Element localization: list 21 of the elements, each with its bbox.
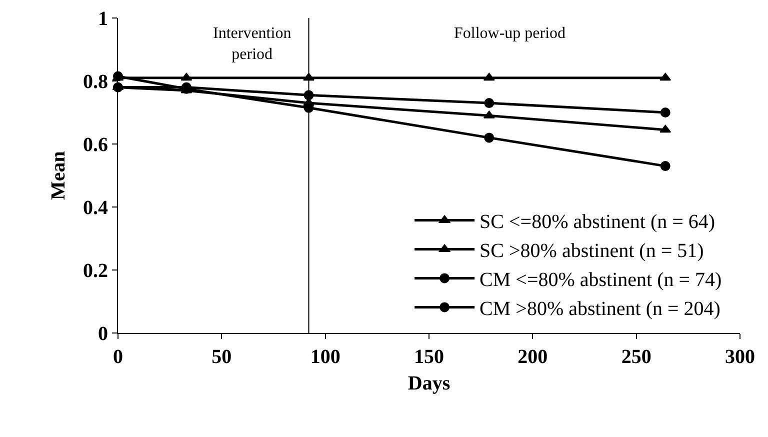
y-tick-label: 1 [98,8,108,30]
annotation: Follow-up period [454,25,566,42]
legend-label: CM <=80% abstinent (n = 74) [480,269,722,291]
x-tick-label: 0 [113,346,123,368]
y-tick-label: 0.8 [83,71,108,93]
legend-label: CM >80% abstinent (n = 204) [480,298,720,320]
x-tick-label: 150 [414,346,444,368]
y-axis-title: Mean [48,151,70,200]
x-tick-label: 100 [310,346,340,368]
annotation: Intervention period [213,25,292,63]
x-tick-label: 300 [725,346,755,368]
x-axis-title: Days [408,372,450,394]
legend-label: SC >80% abstinent (n = 51) [480,240,704,262]
y-tick-label: 0.4 [83,197,108,219]
x-tick-label: 250 [621,346,652,368]
y-tick-label: 0 [98,323,108,345]
x-tick-label: 200 [518,346,548,368]
x-tick-label: 50 [212,346,232,368]
y-tick-label: 0.6 [83,134,108,156]
y-tick-label: 0.2 [83,260,108,282]
legend-label: SC <=80% abstinent (n = 64) [480,211,716,233]
